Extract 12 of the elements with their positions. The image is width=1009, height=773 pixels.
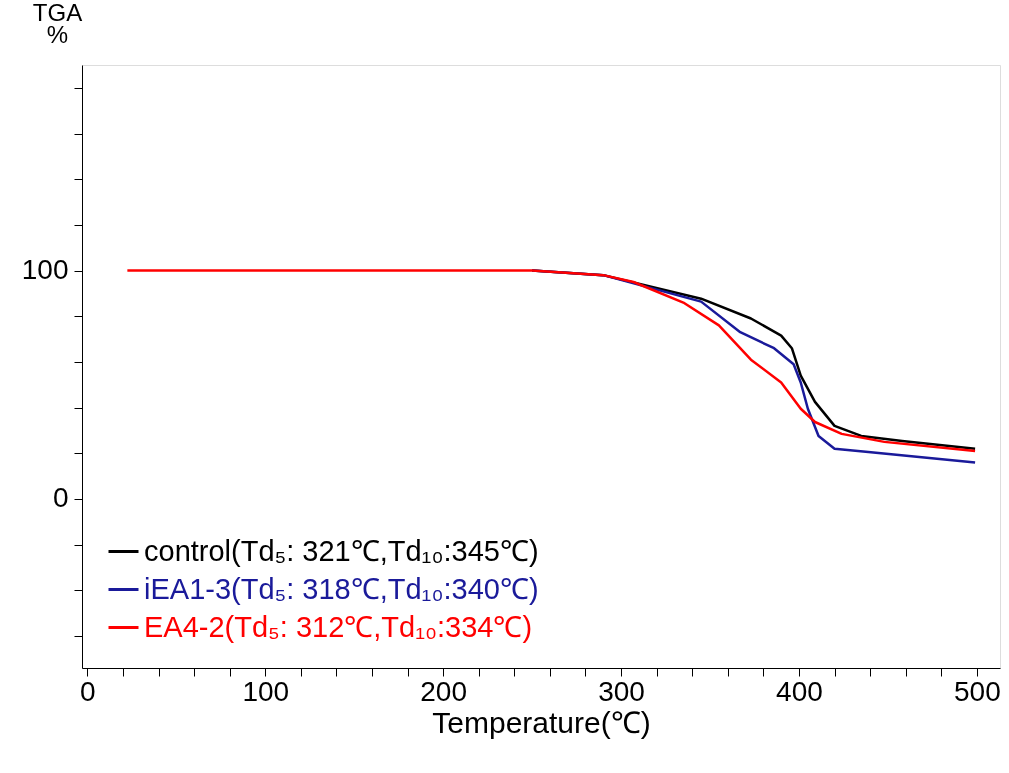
line-series xyxy=(126,269,977,453)
x-tick-label: 400 xyxy=(776,675,823,707)
x-tick-label: 500 xyxy=(954,675,1001,707)
legend-label: EA4-2(Td₅: 312℃,Td₁₀:334℃) xyxy=(144,610,533,643)
y-axis-title: TGA % xyxy=(32,0,83,48)
legend-label: control(Td₅: 321℃,Td₁₀:345℃) xyxy=(144,534,539,567)
x-tick-label: 100 xyxy=(242,675,290,707)
x-tick-label: 300 xyxy=(598,675,645,707)
x-axis-title: Temperature(℃) xyxy=(432,705,651,739)
x-tick-label: 200 xyxy=(420,675,468,707)
x-tick-label: 0 xyxy=(80,675,96,707)
legend-label: iEA1-3(Td₅: 318℃,Td₁₀:340℃) xyxy=(144,572,539,605)
